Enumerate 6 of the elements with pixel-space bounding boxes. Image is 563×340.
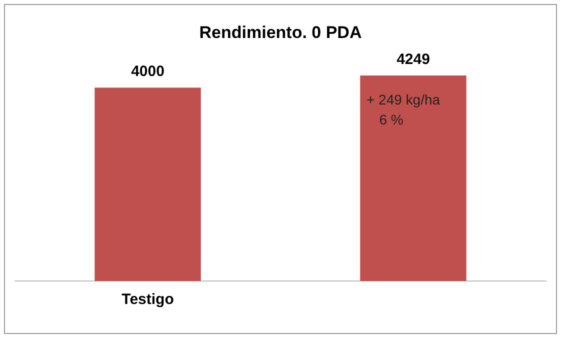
- annotation: + 249 kg/ha: [366, 91, 440, 108]
- annotation: 6 %: [379, 111, 404, 128]
- data-label: 4249: [396, 51, 430, 68]
- chart-title: Rendimiento. 0 PDA: [199, 22, 362, 42]
- x-tick-label: Testigo: [122, 291, 174, 308]
- data-label: 4000: [131, 63, 164, 80]
